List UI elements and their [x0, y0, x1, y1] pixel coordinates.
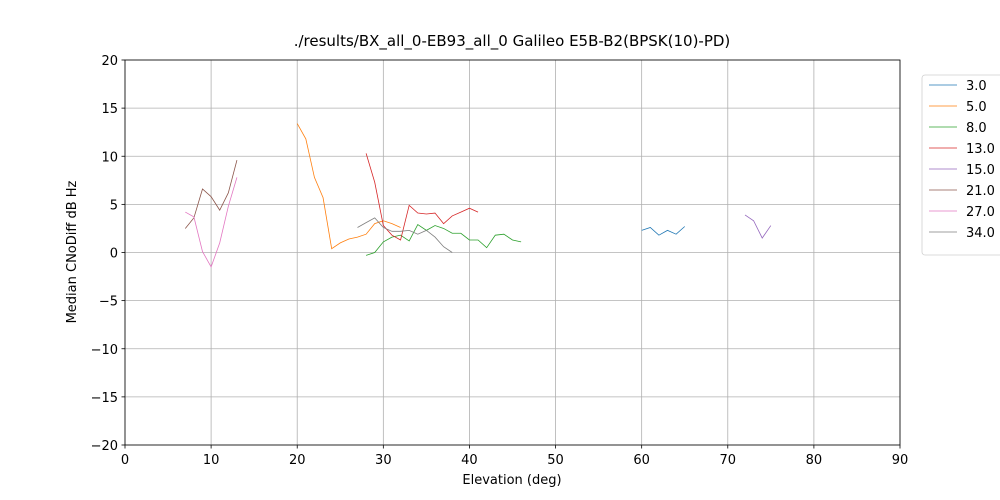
series-line	[357, 217, 453, 253]
y-tick-label: 0	[110, 247, 118, 262]
y-tick-label: 10	[101, 150, 118, 165]
legend-label: 34.0	[966, 226, 995, 241]
plot-frame	[124, 59, 901, 446]
legend-label: 8.0	[966, 121, 987, 136]
legend-box	[921, 74, 1000, 256]
x-tick-label: 40	[461, 453, 478, 468]
series-line	[641, 226, 685, 236]
series-line	[365, 153, 479, 241]
y-tick-label: −5	[99, 295, 118, 310]
x-tick-label: 20	[289, 453, 306, 468]
x-tick-label: 80	[806, 453, 823, 468]
legend-label: 15.0	[966, 163, 995, 178]
y-tick-label: 5	[110, 198, 118, 213]
x-axis-label: Elevation (deg)	[462, 473, 561, 488]
legend-label: 5.0	[966, 100, 987, 115]
x-tick-label: 90	[892, 453, 909, 468]
legend-label: 27.0	[966, 205, 995, 220]
legend-label: 3.0	[966, 79, 987, 94]
y-tick-label: 20	[101, 54, 118, 69]
x-tick-label: 60	[633, 453, 650, 468]
x-tick-label: 30	[375, 453, 392, 468]
x-tick-label: 50	[547, 453, 564, 468]
chart-title: ./results/BX_all_0-EB93_all_0 Galileo E5…	[294, 32, 731, 51]
series-line	[296, 123, 401, 250]
y-tick-label: −10	[91, 343, 118, 358]
y-tick-label: −15	[91, 391, 118, 406]
series-line	[744, 214, 772, 239]
x-tick-label: 70	[720, 453, 737, 468]
x-tick-label: 0	[121, 453, 129, 468]
legend-label: 13.0	[966, 142, 995, 157]
series-line	[185, 177, 238, 268]
series-line	[365, 224, 522, 256]
y-axis-label: Median CNoDiff dB Hz	[65, 180, 80, 323]
y-tick-label: 15	[101, 102, 118, 117]
legend-label: 21.0	[966, 184, 995, 199]
y-tick-label: −20	[91, 439, 118, 454]
x-tick-label: 10	[203, 453, 220, 468]
